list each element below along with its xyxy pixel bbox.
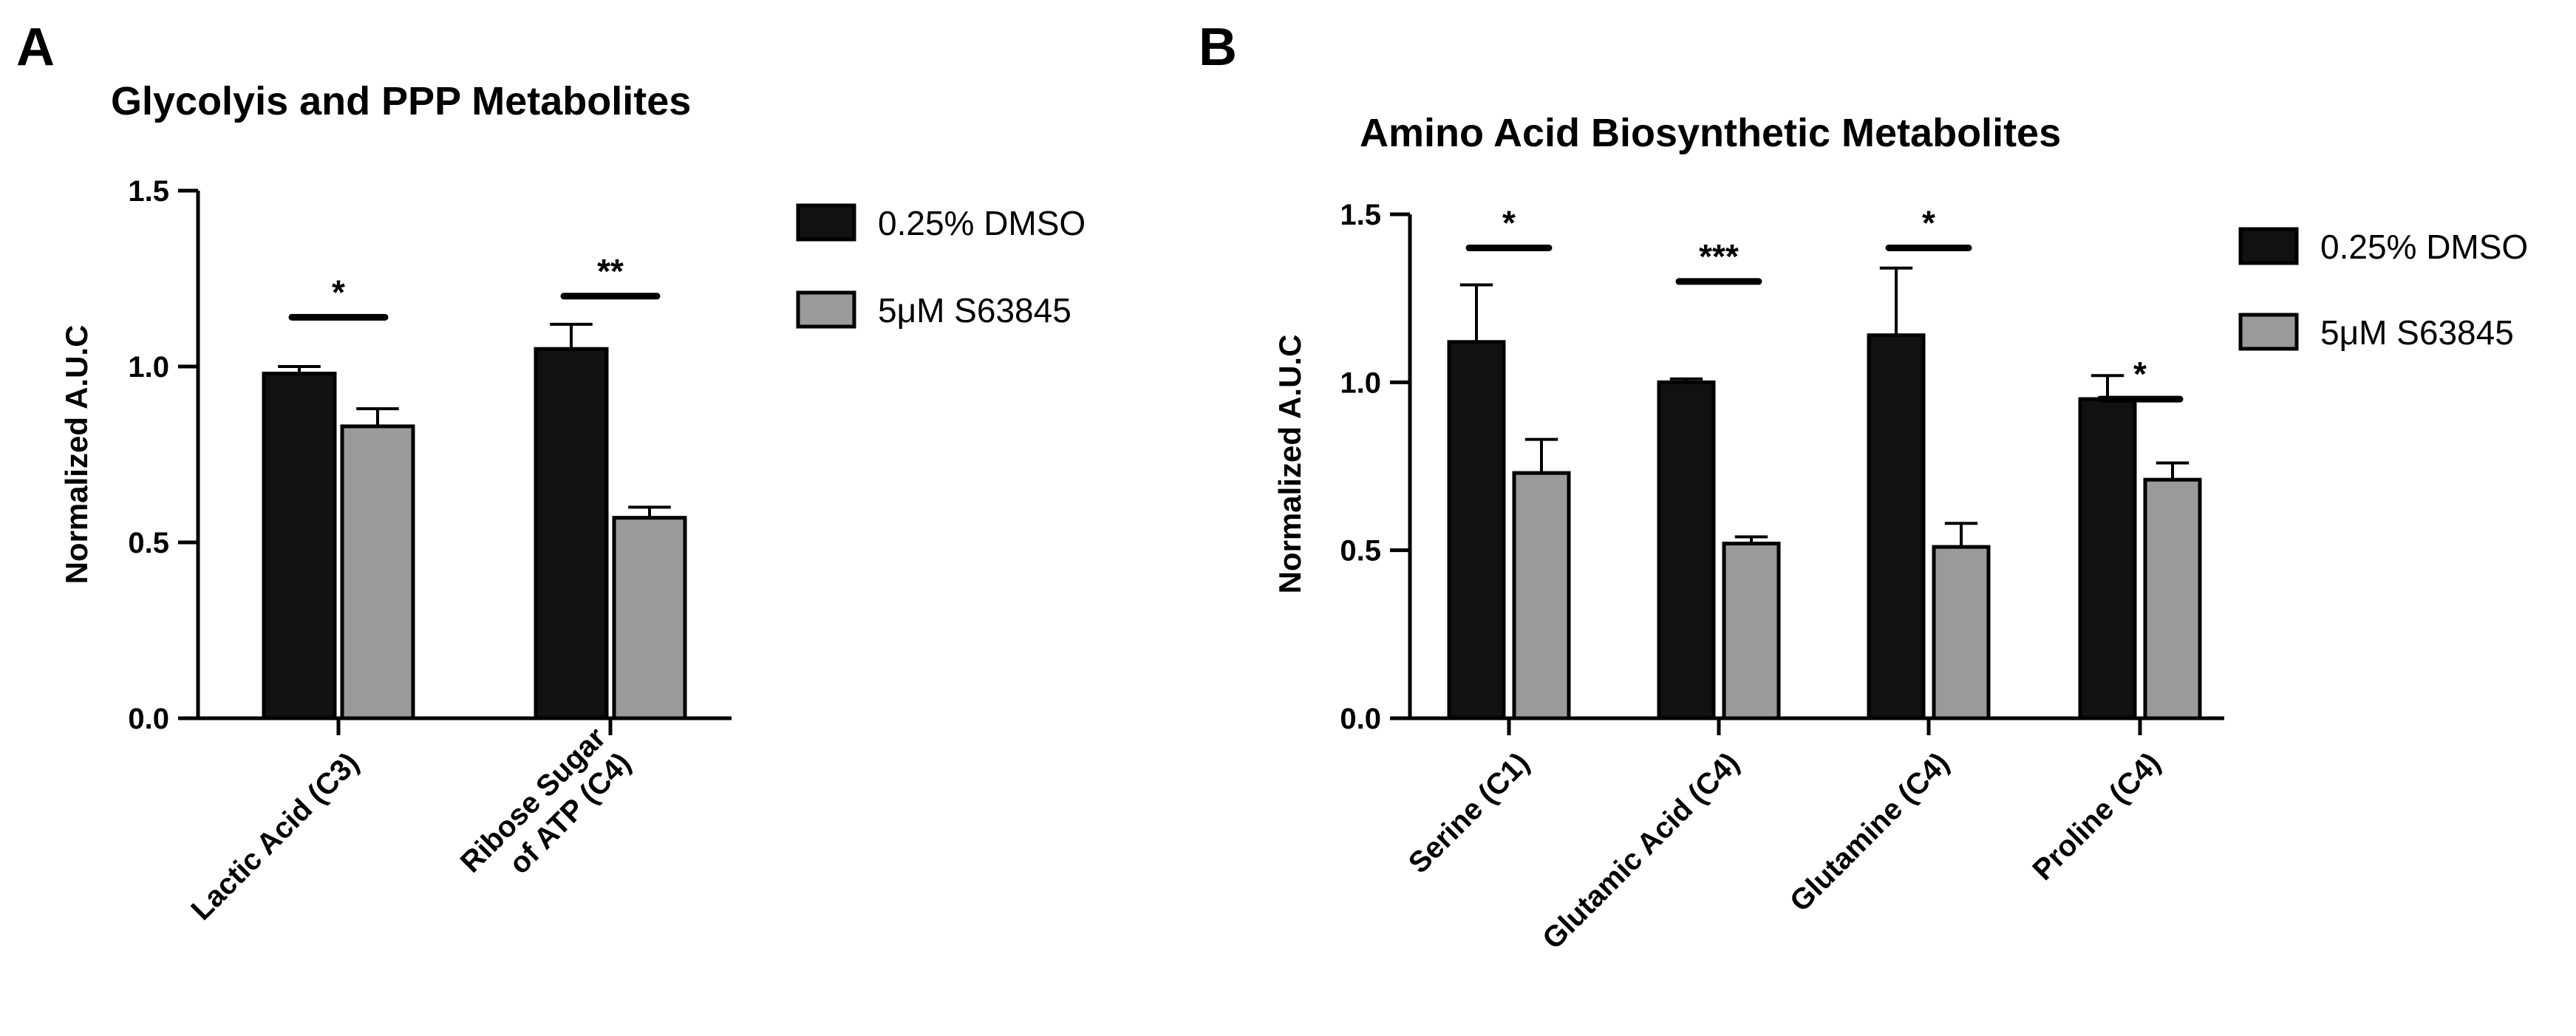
legend-label: 0.25% DMSO xyxy=(2320,228,2528,266)
y-tick-label: 1.0 xyxy=(1340,367,1381,399)
significance-label: * xyxy=(1922,203,1935,242)
category-label: Glutamic Acid (C4) xyxy=(1536,746,1745,955)
panel-letter: A xyxy=(16,18,55,77)
legend-swatch xyxy=(796,290,856,329)
category-label-line: Serine (C1) xyxy=(1403,746,1536,879)
bar xyxy=(2078,397,2137,720)
bar xyxy=(1867,333,1926,720)
chart-panel-a: A Glycolyis and PPP Metabolites Normalized… xyxy=(16,18,1086,927)
chart-title: Glycolyis and PPP Metabolites xyxy=(111,79,691,123)
category-label-line: Glutamic Acid (C4) xyxy=(1536,746,1745,955)
y-axis-label: Normalized A.U.C xyxy=(59,325,94,585)
y-tick-label: 1.5 xyxy=(1340,199,1381,231)
bar xyxy=(1722,542,1781,720)
y-tick-label: 0.0 xyxy=(1340,703,1381,735)
legend-swatch xyxy=(2238,227,2299,265)
legend-label: 5μM S63845 xyxy=(2320,313,2514,352)
chart-title: Amino Acid Biosynthetic Metabolites xyxy=(1360,111,2061,155)
category-label: Proline (C4) xyxy=(2026,746,2167,887)
y-tick-label: 0.0 xyxy=(128,703,169,735)
bar xyxy=(534,347,609,720)
category-label: Serine (C1) xyxy=(1403,746,1536,879)
significance-label: * xyxy=(332,273,345,311)
legend-swatch xyxy=(796,203,856,242)
category-label-line: Proline (C4) xyxy=(2026,746,2167,887)
bar xyxy=(262,372,337,720)
significance-label: * xyxy=(2133,355,2147,393)
bar xyxy=(2143,477,2202,720)
bar xyxy=(1657,380,1716,720)
category-label: Lactic Acid (C3) xyxy=(185,746,365,927)
category-label: Glutamine (C4) xyxy=(1784,746,1955,918)
legend-label: 5μM S63845 xyxy=(878,291,1071,330)
significance-label: * xyxy=(1502,203,1516,242)
bar xyxy=(1447,340,1506,720)
y-tick-label: 0.5 xyxy=(1340,535,1381,568)
bar xyxy=(1512,471,1571,720)
legend-label: 0.25% DMSO xyxy=(878,204,1086,242)
category-label-line: Lactic Acid (C3) xyxy=(185,746,365,927)
legend-swatch xyxy=(2238,313,2299,351)
category-label-line: Glutamine (C4) xyxy=(1784,746,1955,918)
bar xyxy=(1932,545,1991,720)
panel-letter: B xyxy=(1199,18,1237,77)
y-tick-label: 1.0 xyxy=(128,351,169,384)
chart-panel-b: B Amino Acid Biosynthetic Metabolites Norm… xyxy=(1199,18,2528,955)
significance-label: *** xyxy=(1699,237,1739,276)
bar xyxy=(612,516,687,720)
y-axis-label: Normalized A.U.C xyxy=(1272,335,1307,594)
significance-label: ** xyxy=(597,252,624,290)
y-tick-label: 1.5 xyxy=(128,175,169,208)
bar xyxy=(340,424,415,720)
y-tick-label: 0.5 xyxy=(128,527,169,559)
